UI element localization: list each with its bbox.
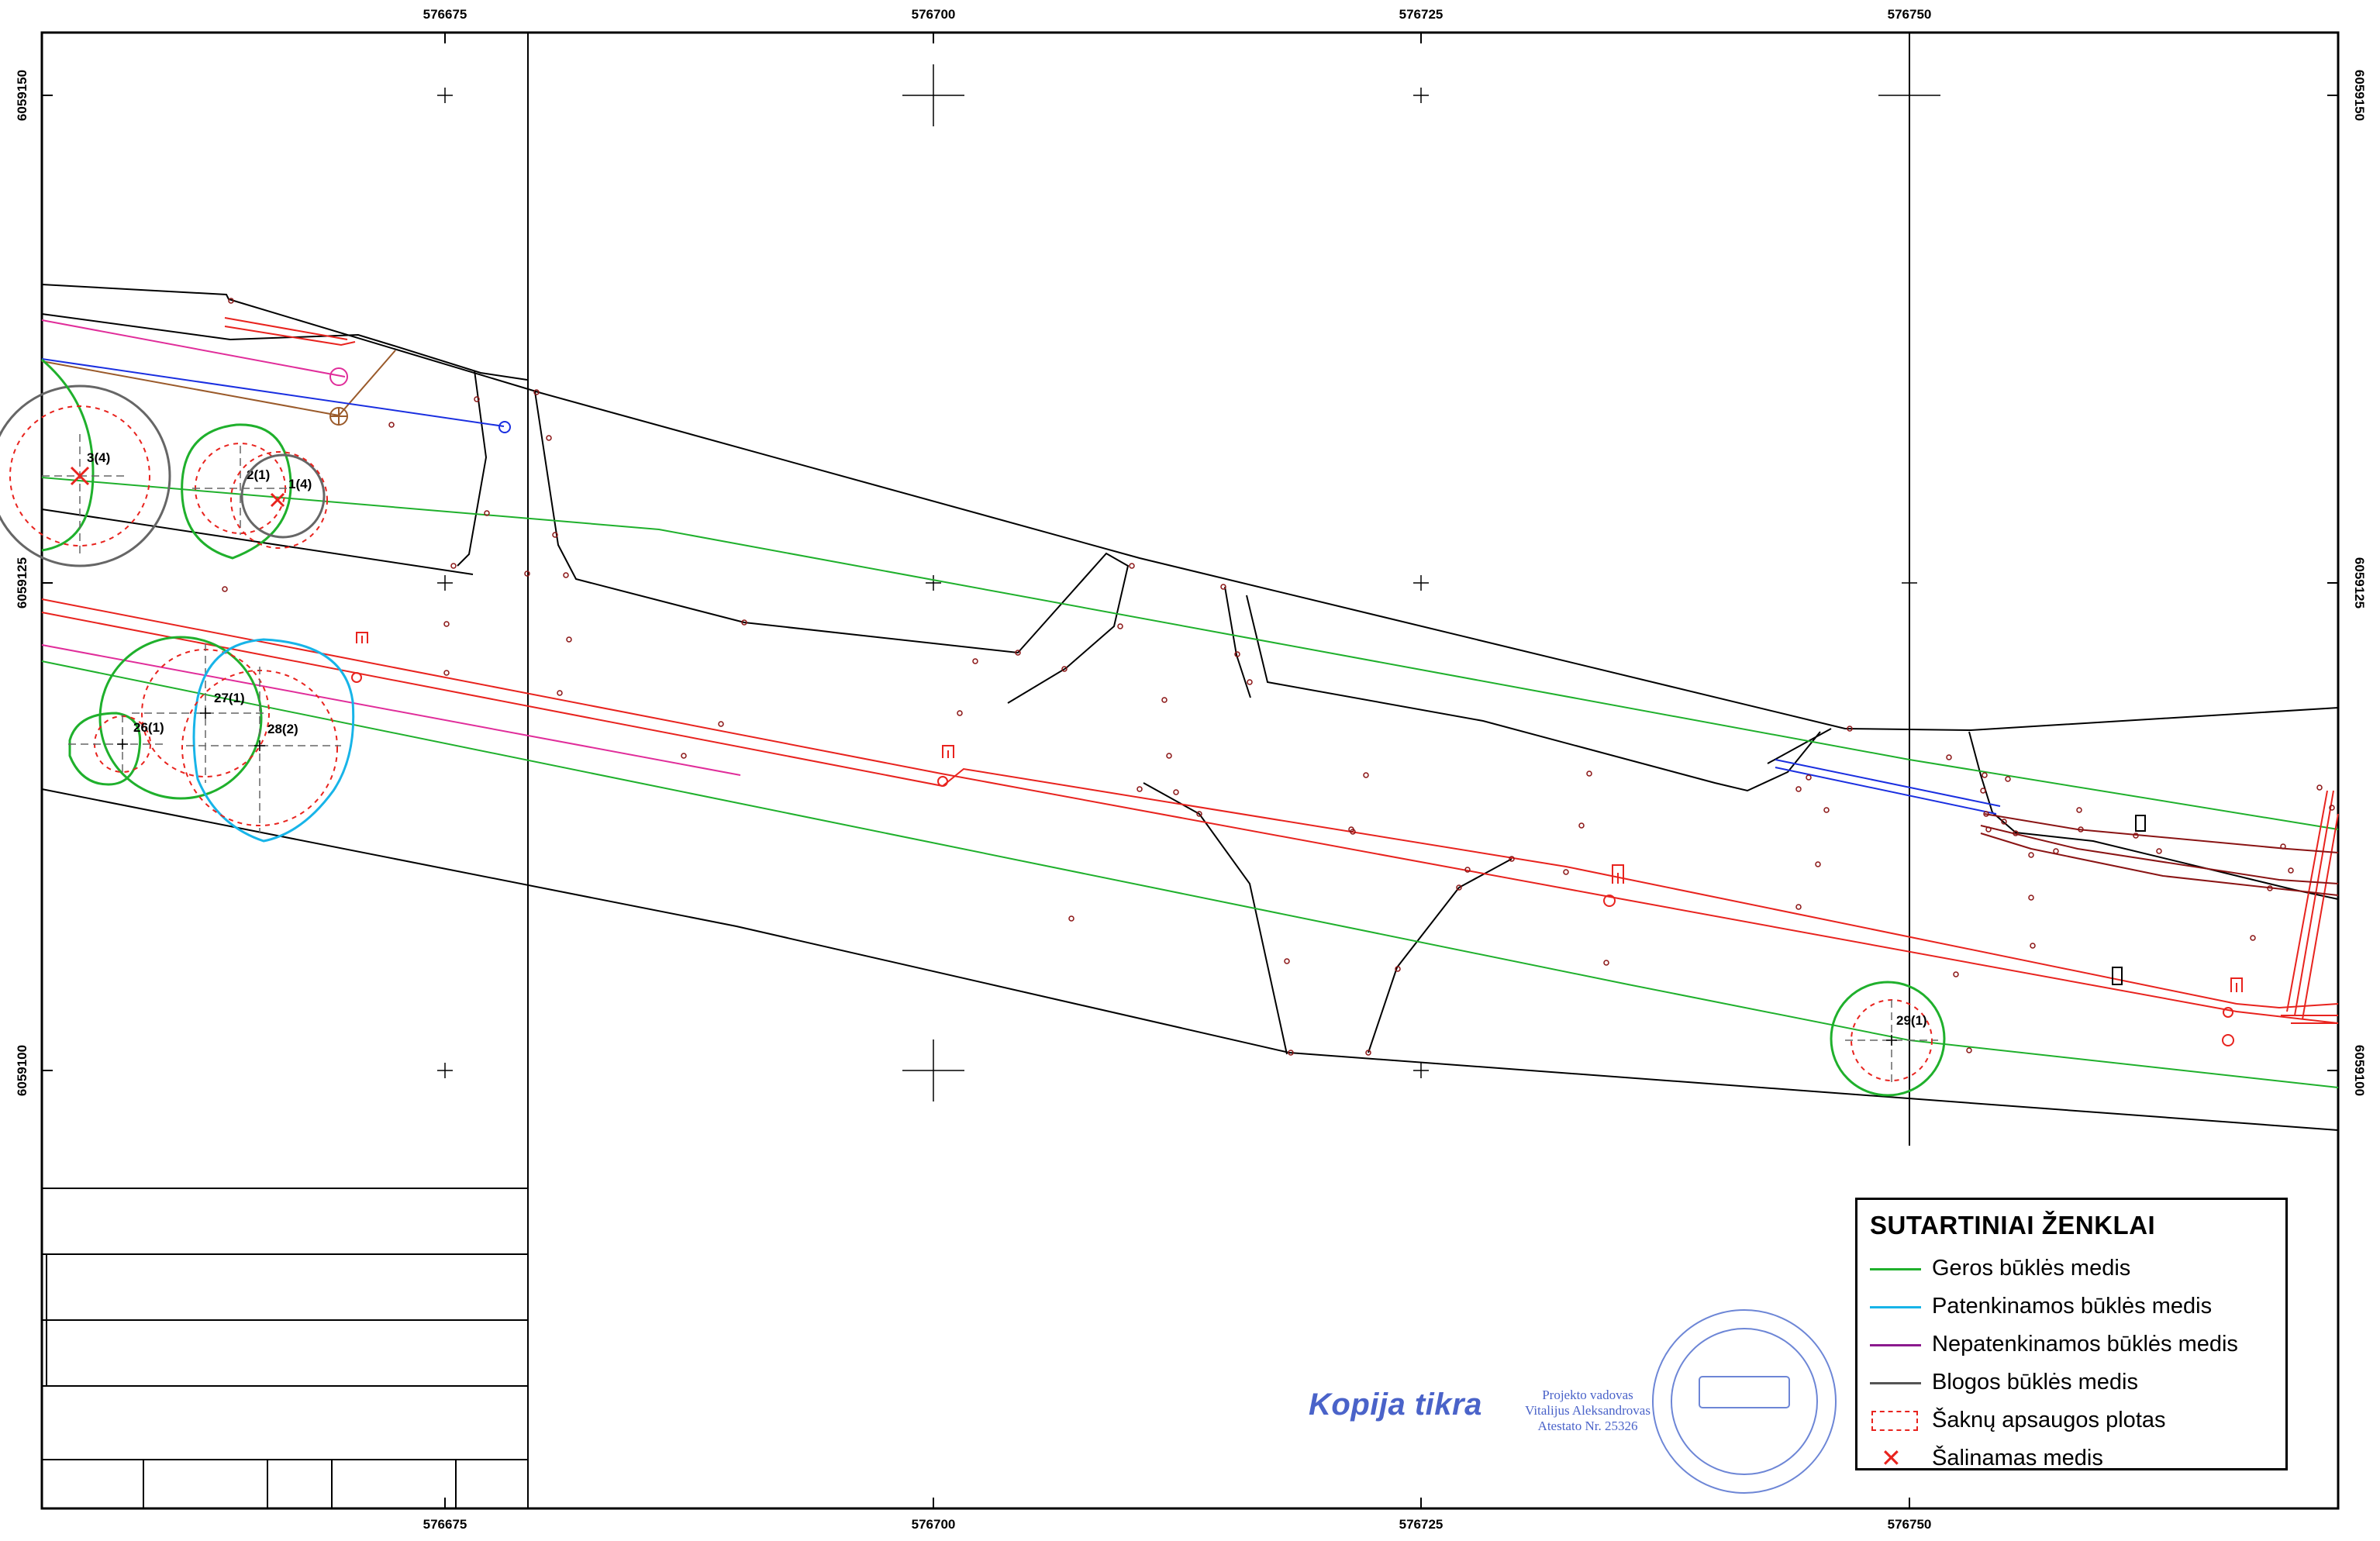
tree-label-29: 29(1) <box>1896 1013 1927 1028</box>
legend-swatch-unsatisfactory <box>1870 1343 1921 1346</box>
x-label-bottom-4: 576750 <box>1888 1517 1932 1532</box>
legend-label-root-zone: Šaknų apsaugos plotas <box>1932 1408 2166 1432</box>
legend-item-good: Geros būklės medis <box>1865 1250 2278 1288</box>
legend-label-unsatisfactory: Nepatenkinamos būklės medis <box>1932 1332 2238 1357</box>
utility-symbols <box>329 367 2243 1046</box>
red-lines <box>41 317 2339 1024</box>
legend-item-root-zone: Šaknų apsaugos plotas <box>1865 1401 2278 1439</box>
dark-red-lines <box>1980 813 2339 896</box>
sheet-divisions <box>42 33 1910 1508</box>
valve-symbol-red-1 <box>351 632 368 683</box>
blue-lines <box>41 358 2001 815</box>
tree-label-27: 27(1) <box>214 691 245 705</box>
grid-crosses <box>437 64 1940 1101</box>
x-label-top-2: 576700 <box>912 7 956 22</box>
legend-item-satisfactory: Patenkinamos būklės medis <box>1865 1288 2278 1326</box>
valve-symbol-red-2 <box>937 745 954 787</box>
legend-swatch-root-zone <box>1871 1410 1918 1431</box>
legend-item-unsatisfactory: Nepatenkinamos būklės medis <box>1865 1326 2278 1363</box>
copy-certified-stamp: Kopija tikra <box>1309 1388 1482 1422</box>
y-label-right-1: 6059150 <box>2352 70 2367 121</box>
signature-role: Projekto vadovas <box>1542 1388 1633 1402</box>
tree-28 <box>181 638 355 843</box>
legend-item-bad: Blogos būklės medis <box>1865 1363 2278 1401</box>
y-label-left-3: 6059100 <box>15 1045 29 1096</box>
tree-26 <box>68 712 163 786</box>
signature-name: Vitalijus Aleksandrovas <box>1525 1403 1650 1418</box>
x-label-top-1: 576675 <box>423 7 467 22</box>
x-label-bottom-1: 576675 <box>423 1517 467 1532</box>
legend-label-satisfactory: Patenkinamos būklės medis <box>1932 1294 2213 1319</box>
y-label-right-2: 6059125 <box>2352 557 2367 608</box>
remove-x-icon: ✕ <box>1881 1443 1902 1472</box>
legend-label-removed-tree: Šalinamas medis <box>1932 1446 2103 1470</box>
road-edges <box>41 284 2339 1131</box>
signature-certificate: Atestato Nr. 25326 <box>1537 1419 1638 1433</box>
legend-swatch-good <box>1870 1267 1921 1270</box>
x-label-bottom-2: 576700 <box>912 1517 956 1532</box>
x-label-top-3: 576725 <box>1399 7 1444 22</box>
legend-label-bad: Blogos būklės medis <box>1932 1370 2138 1394</box>
meter-symbol-2 <box>2112 967 2123 985</box>
tree-label-2: 2(1) <box>247 467 270 482</box>
legend-swatch-bad <box>1870 1381 1921 1384</box>
legend-title: SUTARTINIAI ŽENKLAI <box>1870 1211 2156 1239</box>
tree-label-1: 1(4) <box>288 477 312 491</box>
meter-symbol-1 <box>2135 815 2146 832</box>
valve-symbol-red-4 <box>2222 977 2243 1046</box>
tree-1 <box>230 451 328 549</box>
tree-label-26: 26(1) <box>133 720 164 735</box>
hydrant-symbol-pink <box>329 367 348 386</box>
x-label-top-4: 576750 <box>1888 7 1932 22</box>
brown-line <box>41 350 396 417</box>
x-label-bottom-3: 576725 <box>1399 1517 1444 1532</box>
signature-block: Projekto vadovas Vitalijus Aleksandrovas… <box>1510 1388 1665 1434</box>
y-label-right-3: 6059100 <box>2352 1045 2367 1096</box>
tree-2 <box>181 423 292 560</box>
tree-label-28: 28(2) <box>267 722 298 736</box>
y-label-left-1: 6059150 <box>15 70 29 121</box>
frame-ticks <box>42 33 2338 1508</box>
map-frame <box>40 31 2340 1510</box>
tree-3 <box>0 358 171 567</box>
tree-27 <box>98 636 270 800</box>
valve-symbol-blue <box>498 421 511 433</box>
y-label-left-2: 6059125 <box>15 557 29 608</box>
legend-item-removed-tree: ✕ Šalinamas medis <box>1865 1439 2278 1477</box>
document-seal <box>1652 1309 1837 1494</box>
valve-symbol-red-3 <box>1603 864 1624 907</box>
tree-label-3: 3(4) <box>87 450 110 465</box>
legend-label-good: Geros būklės medis <box>1932 1256 2131 1281</box>
legend-swatch-satisfactory <box>1870 1305 1921 1308</box>
tree-29 <box>1830 981 1946 1097</box>
survey-points <box>222 298 2335 1056</box>
green-lines <box>41 477 2339 1088</box>
pink-lines <box>41 319 741 776</box>
map-legend: SUTARTINIAI ŽENKLAI Geros būklės medis P… <box>1855 1198 2288 1472</box>
